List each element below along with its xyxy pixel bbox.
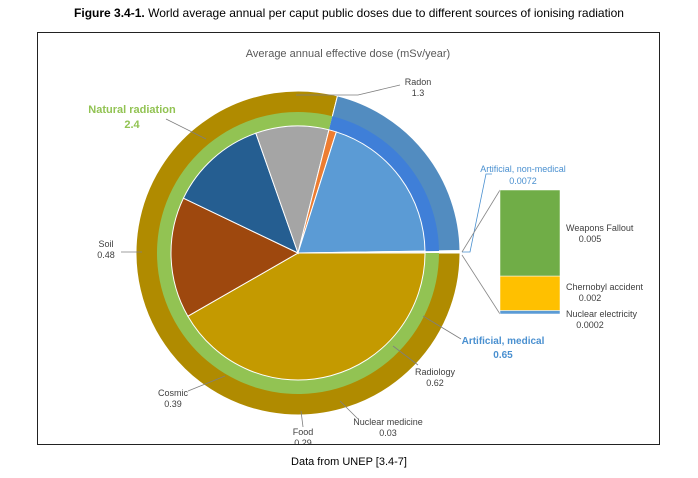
group-value-nonmedical: 0.0072 xyxy=(509,176,537,186)
leader-medical xyxy=(422,315,462,340)
group-label-nonmedical: Artificial, non-medical xyxy=(480,164,566,174)
leader-radon xyxy=(296,84,401,96)
figure-number: Figure 3.4-1. xyxy=(74,6,145,20)
label-soil: Soil xyxy=(98,239,113,249)
pie-slice-artificial-non-medical xyxy=(297,250,426,254)
value-radon: 1.3 xyxy=(412,88,425,98)
pie-slice-radiology xyxy=(297,131,426,254)
breakdown-value-nuclear-electricity: 0.0002 xyxy=(576,320,604,330)
pie-slice-cosmic xyxy=(182,132,299,254)
leader-nuclear-medicine xyxy=(339,400,359,420)
group-label-natural: Natural radiation xyxy=(88,104,176,116)
value-food: 0.29 xyxy=(294,438,312,444)
value-soil: 0.48 xyxy=(97,250,115,260)
breakdown-label-weapons-fallout: Weapons Fallout xyxy=(566,223,634,233)
value-nuclear-medicine: 0.03 xyxy=(379,428,397,438)
label-radon: Radon xyxy=(405,77,432,87)
breakdown-value-weapons-fallout: 0.005 xyxy=(579,234,602,244)
label-cosmic: Cosmic xyxy=(158,388,189,398)
group-value-medical: 0.65 xyxy=(493,350,513,361)
connector-bottom xyxy=(461,254,501,315)
group-value-natural: 2.4 xyxy=(124,119,140,131)
label-nuclear-medicine: Nuclear medicine xyxy=(353,417,423,427)
breakdown-value-chernobyl-accident: 0.002 xyxy=(579,293,602,303)
breakdown-label-chernobyl-accident: Chernobyl accident xyxy=(566,282,644,292)
leader-nonmedical xyxy=(462,173,492,253)
pie-slice-soil xyxy=(170,197,300,317)
group-label-medical: Artificial, medical xyxy=(462,336,545,347)
figure-title: Figure 3.4-1. World average annual per c… xyxy=(0,6,698,20)
pie-chart: Average annual effective dose (mSv/year)… xyxy=(88,48,644,444)
leader-cosmic xyxy=(187,375,226,392)
label-food: Food xyxy=(293,427,314,437)
leader-natural xyxy=(165,118,207,140)
chart-title: Average annual effective dose (mSv/year) xyxy=(246,48,450,60)
value-radiology: 0.62 xyxy=(426,378,444,388)
label-radiology: Radiology xyxy=(415,367,456,377)
leader-radiology xyxy=(392,345,419,366)
source-note: Data from UNEP [3.4-7] xyxy=(291,456,407,468)
value-cosmic: 0.39 xyxy=(164,399,182,409)
breakdown-bar-weapons-fallout xyxy=(499,189,561,277)
breakdown-bar-nuclear-electricity xyxy=(499,310,561,315)
connector-top xyxy=(461,189,501,253)
pie-slice-radon xyxy=(187,252,426,381)
chart-frame: Average annual effective dose (mSv/year)… xyxy=(37,32,660,445)
figure-title-text: World average annual per caput public do… xyxy=(148,6,624,20)
breakdown-label-nuclear-electricity: Nuclear electricity xyxy=(566,309,638,319)
breakdown-bar-chernobyl-accident xyxy=(499,275,561,311)
leader-food xyxy=(300,410,304,428)
